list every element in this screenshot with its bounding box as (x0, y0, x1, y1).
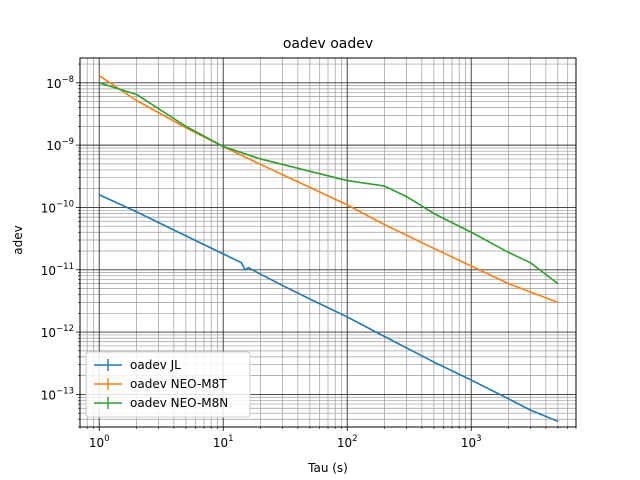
legend-item: oadev JL (94, 358, 181, 372)
legend-box (85, 351, 251, 418)
series-line-1 (98, 75, 559, 304)
y-tick-label: 10−10 (41, 199, 74, 215)
y-tick-label: 10−8 (46, 75, 74, 91)
series-line-0 (98, 193, 559, 423)
series-line-2 (98, 82, 559, 285)
y-tick-label: 10−11 (41, 262, 74, 278)
x-tick-label: 102 (337, 434, 358, 450)
legend-label: oadev NEO-M8T (130, 377, 227, 391)
chart-title: oadev oadev (283, 36, 373, 52)
y-tick-label: 10−9 (46, 137, 74, 153)
y-axis-label: adev (11, 225, 25, 254)
legend: oadev JL oadev NEO-M8T oadev NEO-M8N (85, 351, 251, 418)
grid-minor (79, 58, 577, 428)
legend-label: oadev NEO-M8N (130, 396, 228, 410)
legend-item: oadev NEO-M8T (94, 377, 227, 391)
legend-item: oadev NEO-M8N (94, 396, 228, 410)
ticks-layer: 100 101 102 103 10−13 10−12 10−11 10−10 10−9 10−8 (41, 63, 577, 450)
x-tick-label: 103 (461, 434, 482, 450)
x-tick-label: 101 (213, 434, 234, 450)
y-tick-label: 10−12 (41, 324, 74, 340)
series-layer (98, 75, 559, 423)
legend-label: oadev JL (130, 358, 181, 372)
x-axis-label: Tau (s) (307, 461, 348, 475)
y-tick-label: 10−13 (41, 386, 74, 402)
x-tick-label: 100 (89, 434, 110, 450)
